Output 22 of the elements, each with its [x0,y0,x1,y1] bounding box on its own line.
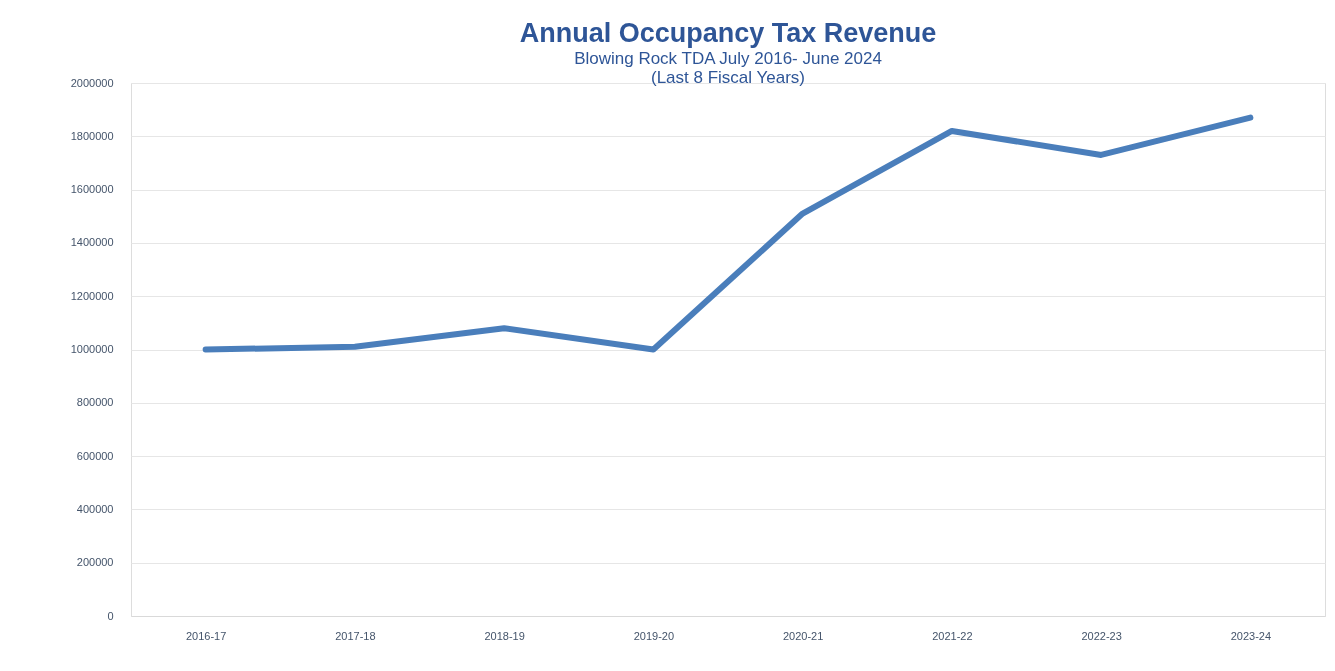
x-tick-label: 2021-22 [932,629,973,642]
x-tick-label: 2019-20 [633,629,675,642]
chart-subtitle: Blowing Rock TDA July 2016- June 2024 [574,49,882,68]
x-tick-label: 2017-18 [335,629,376,642]
y-tick-label: 0 [107,609,114,622]
x-tick-label: 2020-21 [782,629,824,642]
x-tick-label: 2022-23 [1081,629,1122,642]
x-tick-label: 2018-19 [484,629,525,642]
y-tick-label: 2000000 [70,76,114,89]
y-tick-label: 1800000 [70,129,114,142]
y-tick-label: 200000 [76,556,114,569]
x-tick-label: 2016-17 [185,629,227,642]
y-tick-label: 600000 [76,449,114,462]
y-tick-label: 800000 [76,396,114,409]
annotation: (Last 8 Fiscal Years) [650,68,806,87]
chart-title: Annual Occupancy Tax Revenue [519,18,937,48]
y-tick-label: 1400000 [70,236,114,249]
y-tick-label: 1000000 [70,343,114,355]
x-tick-label: 2023-24 [1230,629,1272,642]
y-tick-label: 1600000 [70,183,114,196]
y-tick-label: 400000 [76,502,114,515]
y-tick-label: 1200000 [70,289,114,302]
